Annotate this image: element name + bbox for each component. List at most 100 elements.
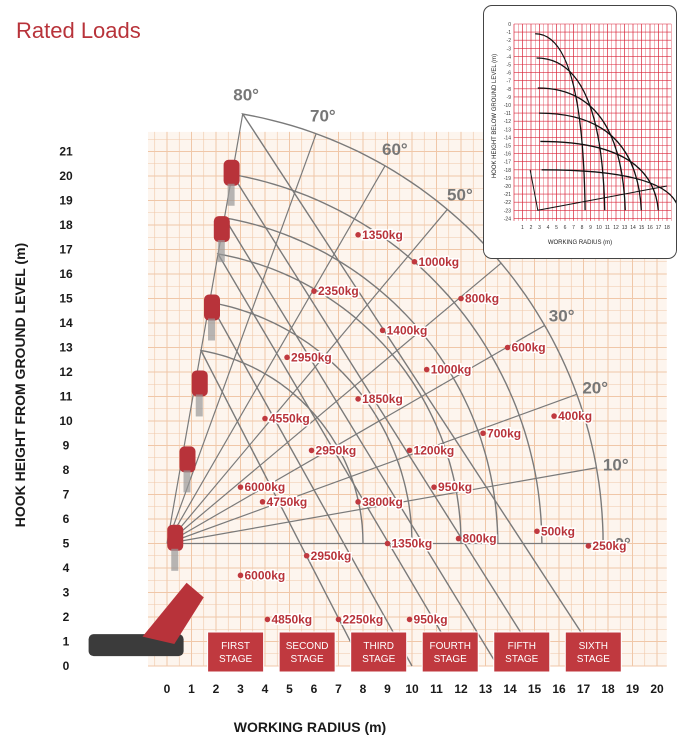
inset-y-axis-label: HOOK HEIGHT BELOW GROUND LEVEL (m) bbox=[492, 54, 498, 178]
x-tick-label: 15 bbox=[528, 682, 542, 696]
inset-x-tick-label: 10 bbox=[596, 225, 602, 231]
y-tick-label: 5 bbox=[63, 537, 70, 551]
inset-y-tick-label: -17 bbox=[504, 160, 511, 166]
inset-x-tick-label: 4 bbox=[547, 225, 550, 231]
inset-x-tick-label: 6 bbox=[564, 225, 567, 231]
inset-y-tick-label: -1 bbox=[507, 30, 512, 36]
boom-shadow-icon bbox=[171, 548, 179, 571]
y-tick-label: 3 bbox=[63, 586, 70, 600]
load-point bbox=[431, 484, 437, 490]
stage-label: STAGE bbox=[577, 654, 610, 665]
crane-arm-icon bbox=[142, 582, 204, 644]
reach-arc bbox=[216, 253, 462, 667]
y-tick-label: 21 bbox=[59, 145, 73, 159]
below-ground-inset: 0 -1 -2 -3 -4 -5 -6 -7 -8 -9 -10 -11 -12 -13 -14 -15 -16… bbox=[483, 5, 677, 259]
load-point bbox=[504, 344, 511, 351]
x-tick-label: 7 bbox=[335, 682, 342, 696]
x-tick-label: 0 bbox=[164, 682, 171, 696]
stage-box bbox=[564, 631, 622, 673]
load-label: 250kg bbox=[592, 539, 626, 553]
inset-y-tick-label: -21 bbox=[504, 192, 511, 198]
load-point bbox=[379, 327, 386, 334]
load-point bbox=[335, 616, 342, 623]
boom-shadow-icon bbox=[217, 240, 225, 263]
inset-x-tick-label: 3 bbox=[538, 225, 541, 231]
boom-angle-line bbox=[166, 467, 597, 545]
load-label: 1350kg bbox=[362, 228, 403, 242]
y-tick-label: 8 bbox=[63, 463, 70, 477]
boom-angle-line bbox=[166, 393, 578, 545]
stage-label: STAGE bbox=[219, 654, 252, 665]
inset-y-tick-label: -23 bbox=[504, 208, 511, 214]
boom-head-icon bbox=[213, 216, 230, 243]
load-point bbox=[384, 540, 391, 547]
inset-y-tick-label: -3 bbox=[507, 46, 512, 52]
angle-label: 20° bbox=[582, 379, 608, 398]
x-tick-label: 18 bbox=[601, 682, 615, 696]
inset-y-tick-label: -5 bbox=[507, 63, 512, 69]
stage-box bbox=[278, 631, 336, 673]
y-tick-label: 4 bbox=[63, 561, 70, 575]
stage-box bbox=[207, 631, 265, 673]
y-tick-label: 10 bbox=[59, 414, 73, 428]
inset-reach-arc bbox=[537, 87, 626, 211]
inset-x-tick-label: 8 bbox=[581, 225, 584, 231]
load-label: 950kg bbox=[414, 612, 448, 626]
inset-y-tick-label: -16 bbox=[504, 152, 511, 158]
load-point bbox=[480, 430, 486, 437]
stage-box bbox=[493, 631, 551, 673]
load-label: 4550kg bbox=[269, 412, 310, 426]
reach-arc bbox=[208, 301, 413, 667]
load-point bbox=[423, 366, 430, 373]
load-point bbox=[284, 354, 290, 361]
y-tick-label: 9 bbox=[63, 439, 70, 453]
inset-reach-arc bbox=[540, 140, 659, 211]
inset-y-tick-label: -7 bbox=[507, 79, 512, 85]
reach-arc bbox=[230, 173, 543, 667]
load-label: 1850kg bbox=[362, 392, 403, 406]
y-tick-label: 12 bbox=[59, 365, 73, 379]
inset-y-tick-label: -8 bbox=[507, 87, 512, 93]
boom-head-icon bbox=[204, 294, 220, 321]
load-label: 800kg bbox=[463, 532, 497, 546]
stage-label: STAGE bbox=[362, 654, 395, 665]
x-tick-label: 20 bbox=[650, 682, 664, 696]
load-point bbox=[551, 413, 557, 419]
boom-angle-line bbox=[166, 133, 317, 544]
x-tick-label: 11 bbox=[430, 682, 443, 696]
load-point bbox=[262, 415, 268, 422]
y-tick-label: 2 bbox=[63, 610, 70, 624]
load-label: 1000kg bbox=[418, 255, 459, 269]
inset-x-tick-label: 1 bbox=[521, 225, 524, 231]
boom-angle-line bbox=[166, 262, 502, 544]
y-tick-label: 6 bbox=[63, 512, 70, 526]
reach-arc bbox=[199, 349, 364, 667]
y-tick-label: 17 bbox=[59, 243, 73, 257]
inset-y-tick-label: -18 bbox=[504, 168, 511, 174]
stage-label: SIXTH bbox=[579, 641, 608, 652]
inset-reach-arc bbox=[535, 33, 586, 211]
inset-x-tick-label: 9 bbox=[589, 225, 592, 231]
boom-shadow-icon bbox=[195, 394, 203, 417]
x-tick-label: 17 bbox=[577, 682, 591, 696]
inset-x-axis-label: WORKING RADIUS (m) bbox=[548, 240, 612, 246]
inset-x-tick-label: 14 bbox=[630, 225, 636, 231]
inset-y-tick-label: -13 bbox=[504, 127, 511, 133]
x-tick-label: 14 bbox=[503, 682, 517, 696]
load-point bbox=[303, 552, 310, 559]
y-tick-label: 20 bbox=[59, 169, 73, 183]
inset-y-tick-label: -9 bbox=[507, 95, 512, 101]
inset-chart: 0 -1 -2 -3 -4 -5 -6 -7 -8 -9 -10 -11 -12 -13 -14 -15 -16… bbox=[492, 22, 676, 246]
load-point bbox=[406, 447, 413, 454]
load-label: 4750kg bbox=[267, 495, 308, 509]
load-label: 6000kg bbox=[245, 568, 286, 582]
load-label: 800kg bbox=[465, 292, 499, 306]
x-tick-label: 12 bbox=[454, 682, 468, 696]
inset-y-tick-label: -22 bbox=[504, 200, 511, 206]
inset-y-tick-label: -14 bbox=[504, 135, 511, 141]
load-label: 2350kg bbox=[318, 284, 359, 298]
y-tick-label: 1 bbox=[63, 635, 70, 649]
inset-reach-arc bbox=[539, 112, 642, 211]
y-tick-label: 16 bbox=[59, 267, 73, 281]
